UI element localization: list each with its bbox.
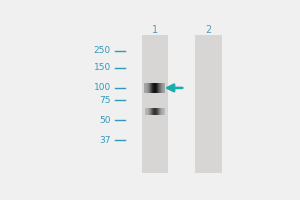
- Bar: [162, 108, 163, 115]
- Bar: [152, 83, 153, 93]
- Bar: [161, 83, 162, 93]
- Bar: [161, 108, 162, 115]
- Bar: [159, 83, 160, 93]
- Bar: [159, 108, 160, 115]
- Text: 150: 150: [94, 63, 111, 72]
- Bar: [163, 108, 164, 115]
- Bar: [154, 83, 155, 93]
- Bar: [164, 83, 165, 93]
- Bar: [151, 83, 152, 93]
- Bar: [160, 108, 161, 115]
- Text: 250: 250: [94, 46, 111, 55]
- Bar: [154, 108, 155, 115]
- Bar: [157, 83, 158, 93]
- Bar: [156, 108, 157, 115]
- Text: 75: 75: [99, 96, 111, 105]
- Bar: [156, 83, 157, 93]
- Bar: [153, 83, 154, 93]
- Bar: [155, 108, 156, 115]
- Bar: [155, 83, 156, 93]
- Bar: [147, 83, 148, 93]
- Bar: [149, 108, 150, 115]
- Bar: [148, 108, 149, 115]
- Bar: [142, 35, 168, 173]
- Bar: [145, 83, 146, 93]
- Bar: [158, 108, 159, 115]
- Text: 2: 2: [205, 25, 212, 35]
- Bar: [146, 83, 147, 93]
- Bar: [145, 108, 146, 115]
- Bar: [195, 35, 222, 173]
- Bar: [152, 108, 153, 115]
- Bar: [158, 83, 159, 93]
- Text: 37: 37: [99, 136, 111, 145]
- Text: 50: 50: [99, 116, 111, 125]
- Bar: [146, 108, 147, 115]
- Bar: [151, 108, 152, 115]
- Text: 1: 1: [152, 25, 158, 35]
- Bar: [157, 108, 158, 115]
- Bar: [150, 108, 151, 115]
- Text: 100: 100: [94, 83, 111, 92]
- Bar: [148, 83, 149, 93]
- Bar: [150, 83, 151, 93]
- Bar: [153, 108, 154, 115]
- Bar: [164, 108, 165, 115]
- Bar: [149, 83, 150, 93]
- Bar: [147, 108, 148, 115]
- Bar: [160, 83, 161, 93]
- Bar: [163, 83, 164, 93]
- Bar: [162, 83, 163, 93]
- Bar: [154, 83, 155, 93]
